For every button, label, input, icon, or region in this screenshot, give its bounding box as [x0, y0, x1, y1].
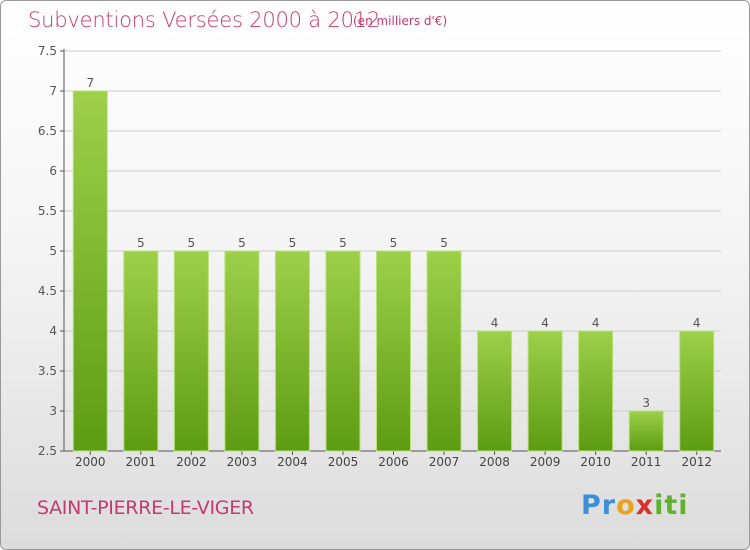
y-tick-label: 4.5	[38, 284, 57, 298]
x-tick-label: 2000	[75, 455, 106, 469]
y-tick-label: 3.5	[38, 364, 57, 378]
bar-value-label: 5	[137, 236, 145, 250]
x-tick-label: 2007	[429, 455, 460, 469]
bar-value-labels: 7 5 5 5 5 5 5 5 4 4 4 3 4	[86, 76, 700, 410]
bar-2004	[274, 250, 310, 452]
bar-2009	[527, 330, 563, 452]
x-tick-label: 2001	[126, 455, 157, 469]
x-tick-label: 2003	[227, 455, 258, 469]
x-tick-labels: 2000 2001 2002 2003 2004 2005 2006 2007 2008 2009…	[75, 455, 712, 469]
bar-value-label: 5	[188, 236, 196, 250]
bars	[72, 90, 715, 452]
y-tick-label: 7	[49, 84, 57, 98]
bar-2000	[72, 90, 108, 452]
logo-part-3: x	[635, 490, 655, 521]
x-tick-label: 2009	[530, 455, 561, 469]
x-tick-label: 2005	[328, 455, 359, 469]
bar-2002	[173, 250, 209, 452]
bar-2003	[224, 250, 260, 452]
logo-part-1: Pr	[581, 490, 617, 521]
y-tick-label: 7.5	[38, 44, 57, 58]
x-tick-label: 2011	[631, 455, 662, 469]
bar-2006	[376, 250, 411, 452]
chart-title: Subventions Versées 2000 à 2012	[28, 8, 381, 32]
logo-part-2: o	[616, 490, 636, 521]
bar-value-label: 5	[238, 236, 246, 250]
y-tick-label: 2.5	[38, 444, 57, 458]
bar-2008	[477, 330, 513, 452]
bar-2007	[426, 250, 462, 452]
x-tick-label: 2008	[479, 455, 510, 469]
bar-value-label: 5	[339, 236, 347, 250]
x-tick-label: 2004	[277, 455, 308, 469]
bar-2012	[679, 330, 715, 452]
x-tick-label: 2006	[378, 455, 409, 469]
y-tick-label: 5.5	[38, 204, 57, 218]
bar-2011	[628, 410, 664, 452]
bar-value-label: 5	[440, 236, 448, 250]
bar-2001	[123, 250, 159, 452]
y-tick-labels: 2.5 3 3.5 4 4.5 5 5.5 6 6.5 7 7.5	[38, 44, 57, 458]
y-tick-label: 6.5	[38, 124, 57, 138]
bar-value-label: 4	[541, 316, 549, 330]
bar-value-label: 4	[693, 316, 701, 330]
x-tick-label: 2010	[580, 455, 611, 469]
chart-subtitle: (en milliers d'€)	[353, 14, 448, 28]
y-tick-label: 3	[49, 404, 57, 418]
bar-2010	[578, 330, 614, 452]
y-tick-label: 5	[49, 244, 57, 258]
bar-value-label: 5	[390, 236, 398, 250]
bar-value-label: 3	[642, 396, 650, 410]
y-tick-label: 4	[49, 324, 57, 338]
bar-2005	[325, 250, 361, 452]
commune-name: SAINT-PIERRE-LE-VIGER	[37, 497, 254, 519]
bar-value-label: 5	[289, 236, 297, 250]
x-tick-label: 2012	[681, 455, 712, 469]
y-tick-label: 6	[49, 164, 57, 178]
bar-value-label: 4	[592, 316, 600, 330]
bar-value-label: 4	[491, 316, 499, 330]
x-tick-label: 2002	[176, 455, 207, 469]
bar-value-label: 7	[86, 76, 94, 90]
proxiti-logo: Proxiti	[581, 490, 689, 521]
logo-part-4: iti	[654, 490, 689, 521]
